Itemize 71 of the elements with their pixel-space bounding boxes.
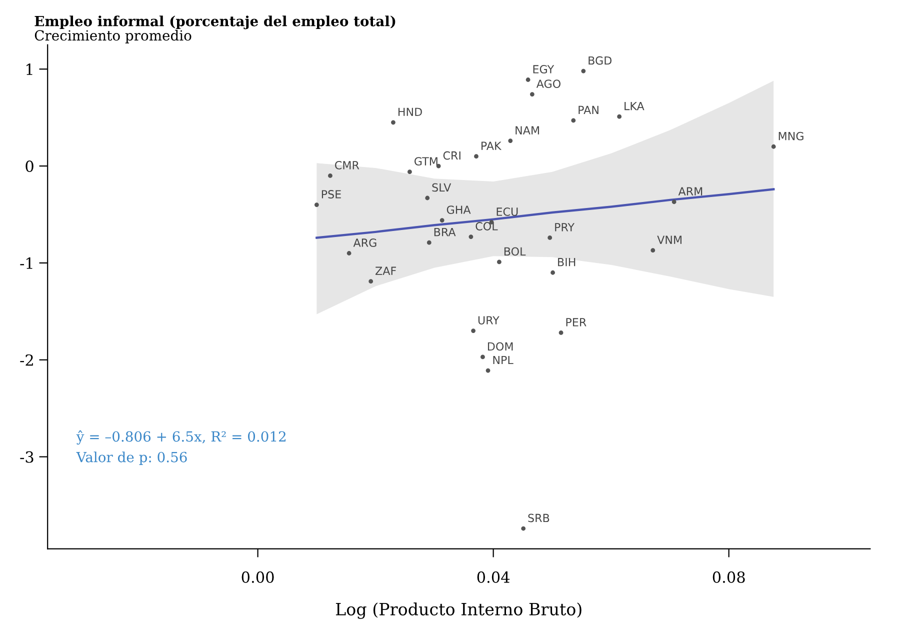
point [521, 526, 526, 531]
annotation: GHA [446, 206, 471, 214]
annotation: MNG [778, 132, 804, 140]
annotation: ARM [678, 187, 702, 196]
annotation: PER [566, 318, 586, 326]
point [550, 270, 555, 275]
point [474, 154, 478, 159]
annotation: PSE [322, 190, 341, 198]
annotation: NPL [493, 356, 514, 364]
annotation: DOM [488, 342, 513, 351]
point [672, 200, 676, 204]
point [391, 120, 396, 125]
annotation: NAM [516, 126, 539, 134]
annotation: ŷ = –0.806 + 6.5x, R² = 0.012 [76, 430, 286, 445]
annotation: LKA [624, 102, 644, 110]
annotation: ARG [353, 238, 376, 247]
point [581, 68, 586, 74]
point [571, 118, 576, 123]
point [408, 170, 412, 174]
point [468, 234, 474, 239]
annotation: PAK [482, 142, 502, 150]
x-tick-label: 0.08 [712, 571, 745, 583]
point [526, 78, 530, 82]
point [368, 279, 374, 284]
y-tick-label: 1 [26, 64, 32, 75]
x-axis-title: Log (Producto Interno Bruto) [336, 602, 582, 619]
annotation: BOL [504, 247, 526, 256]
point [314, 202, 319, 207]
y-tick-label: 0 [26, 160, 34, 172]
point [558, 330, 564, 335]
annotation: CMR [335, 160, 360, 170]
annotation: EGY [533, 65, 554, 74]
annotation: HND [398, 108, 422, 116]
annotation: BGD [588, 56, 612, 65]
point [426, 240, 432, 245]
point [508, 138, 513, 144]
point [440, 218, 444, 222]
point [471, 328, 476, 333]
x-tick-label: 0.04 [477, 571, 510, 583]
y-tick-label: -3 [20, 451, 34, 463]
annotation: SRB [528, 514, 550, 522]
y-tick-label: -1 [20, 257, 32, 269]
point [771, 144, 776, 149]
annotation: AGO [536, 80, 560, 88]
point [650, 248, 656, 253]
point [497, 260, 502, 264]
point [486, 368, 490, 373]
y-tick-label: -2 [20, 354, 33, 366]
annotation: CRI [443, 151, 460, 160]
point [425, 196, 430, 200]
chart-subtitle: Crecimiento promedio [34, 30, 192, 44]
annotation: Valor de p: 0.56 [76, 452, 187, 466]
annotation: ECU [496, 208, 518, 216]
chart-title: Empleo informal (porcentaje del empleo total) [34, 16, 396, 30]
x-tick-label: 0.00 [242, 571, 274, 583]
annotation: PAN [578, 106, 598, 114]
annotation: VNM [657, 236, 682, 244]
annotation: COL [476, 222, 498, 230]
annotation: GTM [414, 157, 438, 166]
annotation: PRY [555, 223, 575, 232]
annotation: URY [478, 316, 500, 324]
point [548, 236, 552, 240]
point [328, 174, 332, 178]
annotation: BRA [434, 228, 456, 236]
annotation: BIH [558, 258, 576, 266]
annotation: ZAF [376, 266, 396, 275]
point [530, 92, 534, 96]
point [346, 251, 352, 256]
annotation: SLV [432, 183, 452, 192]
point [480, 354, 485, 360]
point [617, 114, 622, 119]
